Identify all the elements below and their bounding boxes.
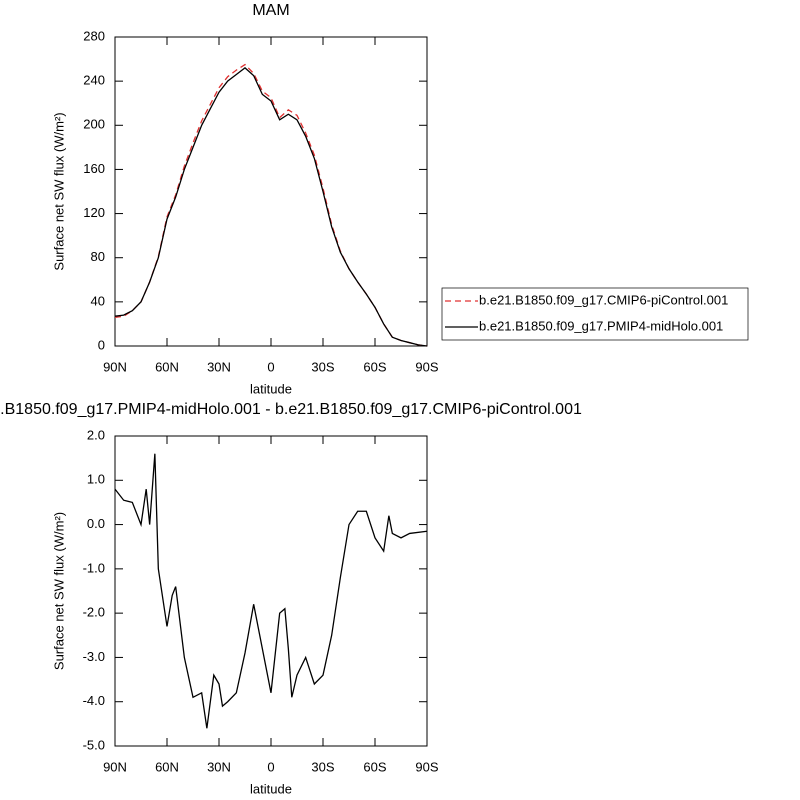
x-tick-label: 60S [363, 359, 386, 374]
y-tick-label: 2.0 [87, 427, 105, 442]
y-tick-label: 40 [91, 293, 105, 308]
y-tick-label: 0.0 [87, 516, 105, 531]
x-tick-label: 60S [363, 759, 386, 774]
y-tick-label: -5.0 [83, 737, 105, 752]
y-tick-label: 0 [98, 337, 105, 352]
y-tick-label: -4.0 [83, 693, 105, 708]
x-tick-label: 30N [207, 359, 231, 374]
y-tick-label: 120 [83, 205, 105, 220]
x-tick-label: 60N [155, 759, 179, 774]
data-line [114, 67, 428, 347]
x-axis-label: latitude [250, 381, 292, 396]
x-axis-label: latitude [250, 781, 292, 796]
x-tick-label: 30S [311, 759, 334, 774]
chart-title: b.e21.B1850.f09_g17.PMIP4-midHolo.001 - … [0, 401, 582, 418]
y-tick-label: -2.0 [83, 605, 105, 620]
chart-title: MAM [252, 2, 289, 19]
x-tick-label: 0 [267, 759, 274, 774]
legend-label: b.e21.B1850.f09_g17.CMIP6-piControl.001 [479, 292, 728, 307]
y-tick-label: 280 [83, 28, 105, 43]
y-tick-label: -1.0 [83, 560, 105, 575]
data-line [114, 63, 428, 347]
y-tick-label: 1.0 [87, 472, 105, 487]
x-tick-label: 30N [207, 759, 231, 774]
y-axis-label: Surface net SW flux (W/m²) [51, 512, 66, 670]
x-tick-label: 60N [155, 359, 179, 374]
y-tick-label: 240 [83, 73, 105, 88]
plot-frame [114, 435, 428, 747]
x-tick-label: 90N [103, 359, 127, 374]
legend-label: b.e21.B1850.f09_g17.PMIP4-midHolo.001 [479, 318, 723, 333]
x-tick-label: 90S [415, 759, 438, 774]
plot-frame [114, 36, 428, 347]
x-tick-label: 90N [103, 759, 127, 774]
legend-box [441, 287, 749, 341]
x-tick-label: 30S [311, 359, 334, 374]
y-tick-label: 200 [83, 117, 105, 132]
y-tick-label: 160 [83, 161, 105, 176]
data-line [114, 453, 428, 729]
x-tick-label: 90S [415, 359, 438, 374]
y-tick-label: -3.0 [83, 649, 105, 664]
x-tick-label: 0 [267, 359, 274, 374]
y-axis-label: Surface net SW flux (W/m²) [51, 112, 66, 270]
y-tick-label: 80 [91, 249, 105, 264]
